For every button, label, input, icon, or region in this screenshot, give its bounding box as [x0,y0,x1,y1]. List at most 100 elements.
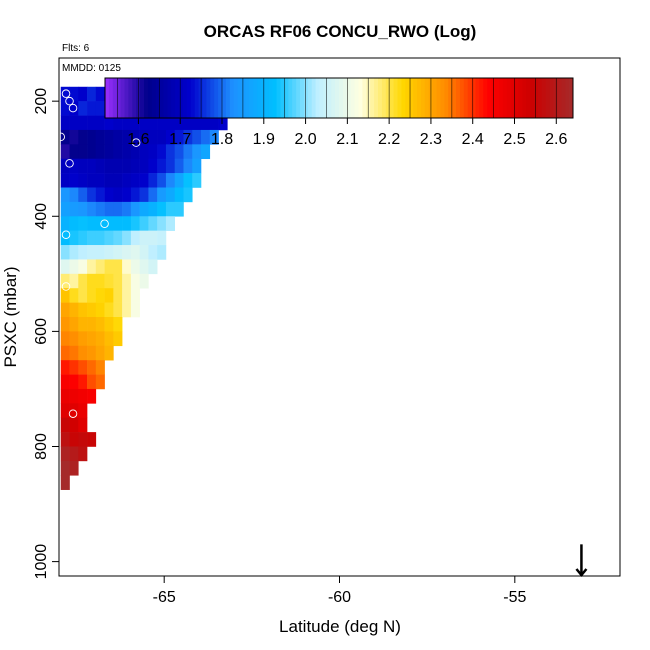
heatmap-cell [60,259,70,275]
colorbar-tick-label: 1.9 [253,131,275,148]
heatmap-cell [130,173,140,188]
colorbar-segment [506,78,511,118]
heatmap-cell [60,216,70,231]
heatmap-cell [122,129,132,145]
chart-title: ORCAS RF06 CONCU_RWO (Log) [204,22,477,41]
y-tick-label: 800 [33,433,50,460]
colorbar-segment [514,78,519,118]
colorbar-segment [448,78,453,118]
heatmap-cell [78,173,88,188]
heatmap-cell [69,388,79,404]
colorbar-segment [331,78,336,118]
heatmap-cell [95,317,105,332]
heatmap-cell [174,144,184,160]
heatmap-cell [95,331,105,347]
colorbar-segment [436,78,441,118]
heatmap-cell [113,144,123,160]
heatmap-cell [157,158,167,174]
heatmap-cell [139,230,149,246]
colorbar-segment [420,78,426,118]
colorbar-segment [202,78,207,118]
heatmap-cell [192,115,202,131]
heatmap-cell [130,230,140,246]
heatmap-cell [87,115,97,131]
heatmap-cell [95,230,105,246]
heatmap-cell [95,259,105,275]
heatmap-cell [78,388,88,404]
heatmap-cell [95,302,105,318]
heatmap-cell [122,259,132,275]
heatmap-cell [87,288,97,303]
heatmap-cell [201,144,211,160]
heatmap-cell [78,374,88,390]
heatmap-cell [113,245,123,260]
heatmap-cell [60,374,70,390]
colorbar-segment [116,78,121,118]
heatmap-cell [87,317,97,332]
heatmap-cell [95,173,105,188]
heatmap-cell [60,360,70,375]
heatmap-cell [122,115,132,131]
heatmap-cell [104,245,114,260]
colorbar-segment [545,78,550,118]
colorbar-segment [409,78,414,118]
y-tick-label: 200 [33,88,50,115]
heatmap-cell [113,158,123,174]
heatmap-cell [174,115,184,131]
heatmap-cell [78,101,88,116]
y-tick-label: 400 [33,203,50,230]
heatmap-cell [122,302,132,318]
heatmap-cell [113,216,123,231]
colorbar-ticks: 1.6 1.7 1.8 1.9 2.0 2.1 2.2 2.3 2.4 2.5 2.6 [117,78,568,148]
heatmap-cell [95,187,105,203]
colorbar-tick-label: 2.4 [462,131,484,148]
heatmap-cell [104,129,114,145]
colorbar-segment [218,78,223,118]
heatmap-cell [87,230,97,246]
heatmap-cell [130,302,140,318]
colorbar-segment [374,78,379,118]
heatmap-cell [69,129,79,145]
heatmap-cell [113,115,123,131]
colorbar-segment [327,78,332,118]
colorbar-segment [222,78,227,118]
heatmap-cell [165,201,176,217]
heatmap-cell [157,216,167,231]
heatmap-cell [157,173,167,188]
colorbar-segment [522,78,527,118]
heatmap-cell [69,460,79,476]
heatmap-cell [192,144,202,160]
heatmap-cell [69,273,79,289]
colorbar-tick-label: 2.2 [378,131,400,148]
colorbar-segment [167,78,172,118]
colorbar-segment [483,78,488,118]
heatmap-cell [139,259,149,275]
y-tick-label: 600 [33,318,50,345]
heatmap-cell [95,115,105,131]
heatmap-cell [60,173,70,188]
heatmap-cell [69,216,79,231]
heatmap-cell [78,273,88,289]
colorbar-segment [159,78,164,118]
flight-point [56,132,66,142]
colorbar-segment [401,78,406,118]
colorbar-segment [487,78,492,118]
heatmap-cell [78,245,88,260]
colorbar-segment [530,78,535,118]
x-tick-label: -65 [153,589,176,606]
heatmap-cell [183,144,193,160]
flight-point [61,282,71,291]
heatmap-cell [192,129,202,145]
heatmap-cell [139,173,149,188]
heatmap-cell [130,273,140,289]
colorbar-segment [249,78,254,118]
colorbar-segment [381,78,387,118]
heatmap-cell [148,259,158,275]
colorbar-segment [288,78,293,118]
heatmap-cell [148,144,158,160]
colorbar-segment [284,78,289,118]
heatmap-cell [60,302,70,318]
colorbar-segment [354,78,359,118]
heatmap-cell [78,432,88,447]
